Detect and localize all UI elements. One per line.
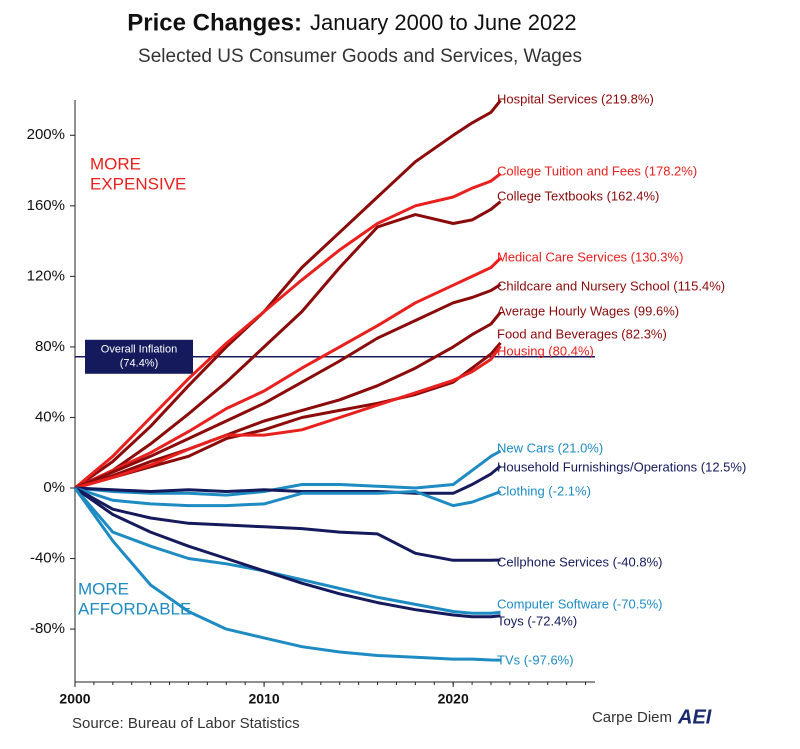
chart-title: January 2000 to June 2022 [310,10,577,35]
reference-label: Overall Inflation [101,344,177,356]
series-label: Average Hourly Wages (99.6%) [497,303,679,318]
series-line [74,486,501,562]
y-tick-label: 80% [35,338,65,355]
annotation: EXPENSIVE [90,174,186,193]
series-label: Household Furnishings/Operations (12.5%) [497,459,746,474]
series-line [74,311,502,490]
y-tick-label: 160% [27,197,65,214]
annotation: AFFORDABLE [78,599,191,618]
series-label: Cellphone Services (-40.8%) [497,554,662,569]
brand: Carpe Diem [592,709,672,726]
series-label: College Tuition and Fees (178.2%) [497,163,697,178]
series-line [74,200,502,490]
reference-value: (74.4%) [120,358,159,370]
logo: AEI [677,706,712,728]
series-line [74,99,502,490]
y-tick-label: 40% [35,408,65,425]
series-label: Food and Beverages (82.3%) [497,326,667,341]
x-tick-label: 2010 [249,691,280,707]
series-line [73,487,501,662]
series-line [74,464,502,495]
series-label: Childcare and Nursery School (115.4%) [497,278,725,293]
series-label: College Textbooks (162.4%) [497,188,659,203]
x-tick-label: 2000 [59,691,90,707]
y-tick-label: 0% [43,479,65,496]
y-tick-label: 200% [27,126,65,143]
y-tick-label: -40% [30,550,65,567]
series-line [74,257,502,490]
series-line [74,345,502,490]
series-line [74,486,501,619]
series-line [73,487,501,615]
series-label: Medical Care Services (130.3%) [497,249,683,264]
chart-subtitle: Selected US Consumer Goods and Services,… [138,46,582,67]
series-line [74,449,502,497]
series-line [74,283,502,490]
series-label: TVs (-97.6%) [497,652,574,667]
series-label: Housing (80.4%) [497,343,594,358]
series-label: New Cars (21.0%) [497,440,603,455]
series-label: Hospital Services (219.8%) [497,91,654,106]
x-tick-label: 2020 [438,691,469,707]
series-line [74,172,502,490]
series-line [74,486,502,508]
series-line [74,341,502,490]
series-label: Clothing (-2.1%) [497,483,591,498]
y-tick-label: 120% [27,267,65,284]
y-tick-label: -80% [30,620,65,637]
series-label: Toys (-72.4%) [497,613,577,628]
source: Source: Bureau of Labor Statistics [72,715,300,732]
chart-title: Price Changes: [127,9,302,36]
series-label: Computer Software (-70.5%) [497,596,662,611]
reference-box [85,339,193,374]
annotation: MORE [90,154,141,173]
annotation: MORE [78,579,129,598]
